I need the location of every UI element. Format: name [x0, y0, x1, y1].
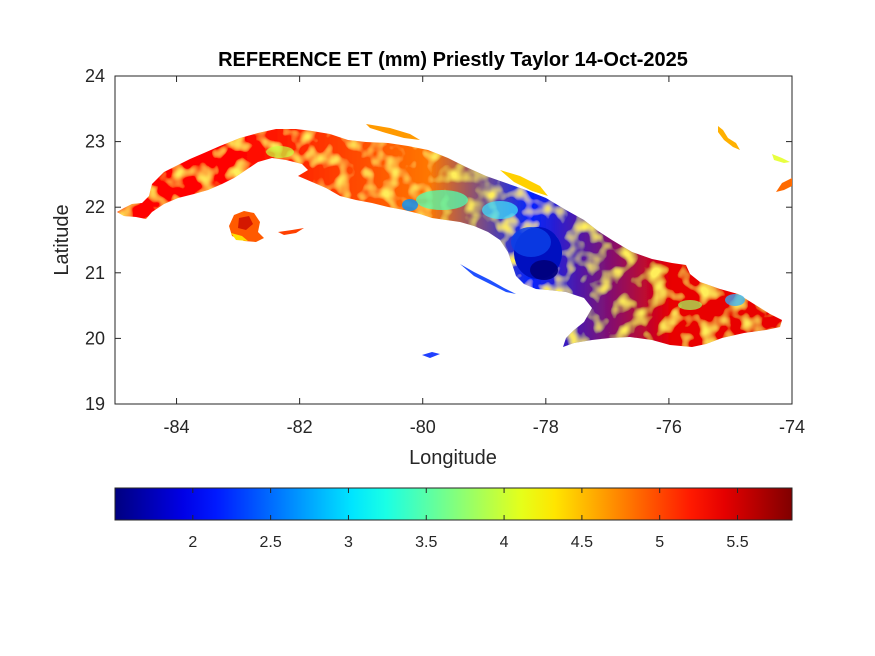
- colorbar-ticks: 2 2.5 3 3.5 4 4.5 5 5.5: [188, 488, 749, 551]
- plot-area: [114, 75, 793, 405]
- northeast-keys: [500, 170, 548, 196]
- mid-et-patch-5: [678, 300, 702, 310]
- south-fragment: [422, 352, 440, 358]
- mid-et-patch-6: [266, 146, 294, 158]
- x-tick-label: -78: [533, 417, 559, 437]
- et-map: [117, 124, 792, 358]
- northern-keys: [366, 124, 420, 140]
- colorbar-tick-label: 3.5: [415, 534, 437, 551]
- y-tick-label: 23: [85, 132, 105, 152]
- far-east-fragment-2: [772, 154, 790, 163]
- y-tick-label: 19: [85, 394, 105, 414]
- mid-et-patch-3: [402, 199, 418, 211]
- colorbar-tick-label: 5.5: [726, 534, 748, 551]
- colorbar-tick-label: 2: [188, 534, 197, 551]
- x-tick-label: -74: [779, 417, 805, 437]
- x-axis-label: Longitude: [409, 447, 497, 469]
- far-east-fragment-1: [718, 126, 740, 150]
- south-shore-bits: [278, 228, 304, 235]
- low-et-lobe: [530, 260, 558, 280]
- colorbar-tick-label: 3: [344, 534, 353, 551]
- x-tick-label: -80: [410, 417, 436, 437]
- y-tick-label: 20: [85, 328, 105, 348]
- colorbar-tick-label: 4.5: [571, 534, 593, 551]
- x-tick-label: -84: [164, 417, 190, 437]
- y-tick-label: 21: [85, 263, 105, 283]
- x-tick-label: -76: [656, 417, 682, 437]
- y-tick-label: 22: [85, 197, 105, 217]
- colorbar-tick-label: 4: [500, 534, 509, 551]
- colorbar-tick-label: 5: [655, 534, 664, 551]
- low-et-ring: [511, 227, 551, 257]
- x-tick-label: -82: [287, 417, 313, 437]
- southern-keys: [460, 264, 516, 294]
- colorbar-tick-label: 2.5: [260, 534, 282, 551]
- colorbar: [114, 487, 793, 521]
- y-tick-label: 24: [85, 66, 105, 86]
- mid-et-patch-2: [482, 201, 518, 219]
- y-axis-label: Latitude: [51, 204, 73, 275]
- far-east-fragment-3: [776, 178, 792, 192]
- isla-interior: [238, 216, 253, 230]
- isla-south-tip: [231, 233, 248, 241]
- axes: -84 -82 -80 -78 -76 -74 19 20 21 22 23 24: [85, 66, 805, 437]
- chart-title: REFERENCE ET (mm) Priestly Taylor 14-Oct…: [218, 49, 688, 71]
- mid-et-patch-4: [725, 294, 745, 306]
- cuba-main-island: [117, 129, 782, 347]
- mid-et-patch-1: [416, 190, 468, 210]
